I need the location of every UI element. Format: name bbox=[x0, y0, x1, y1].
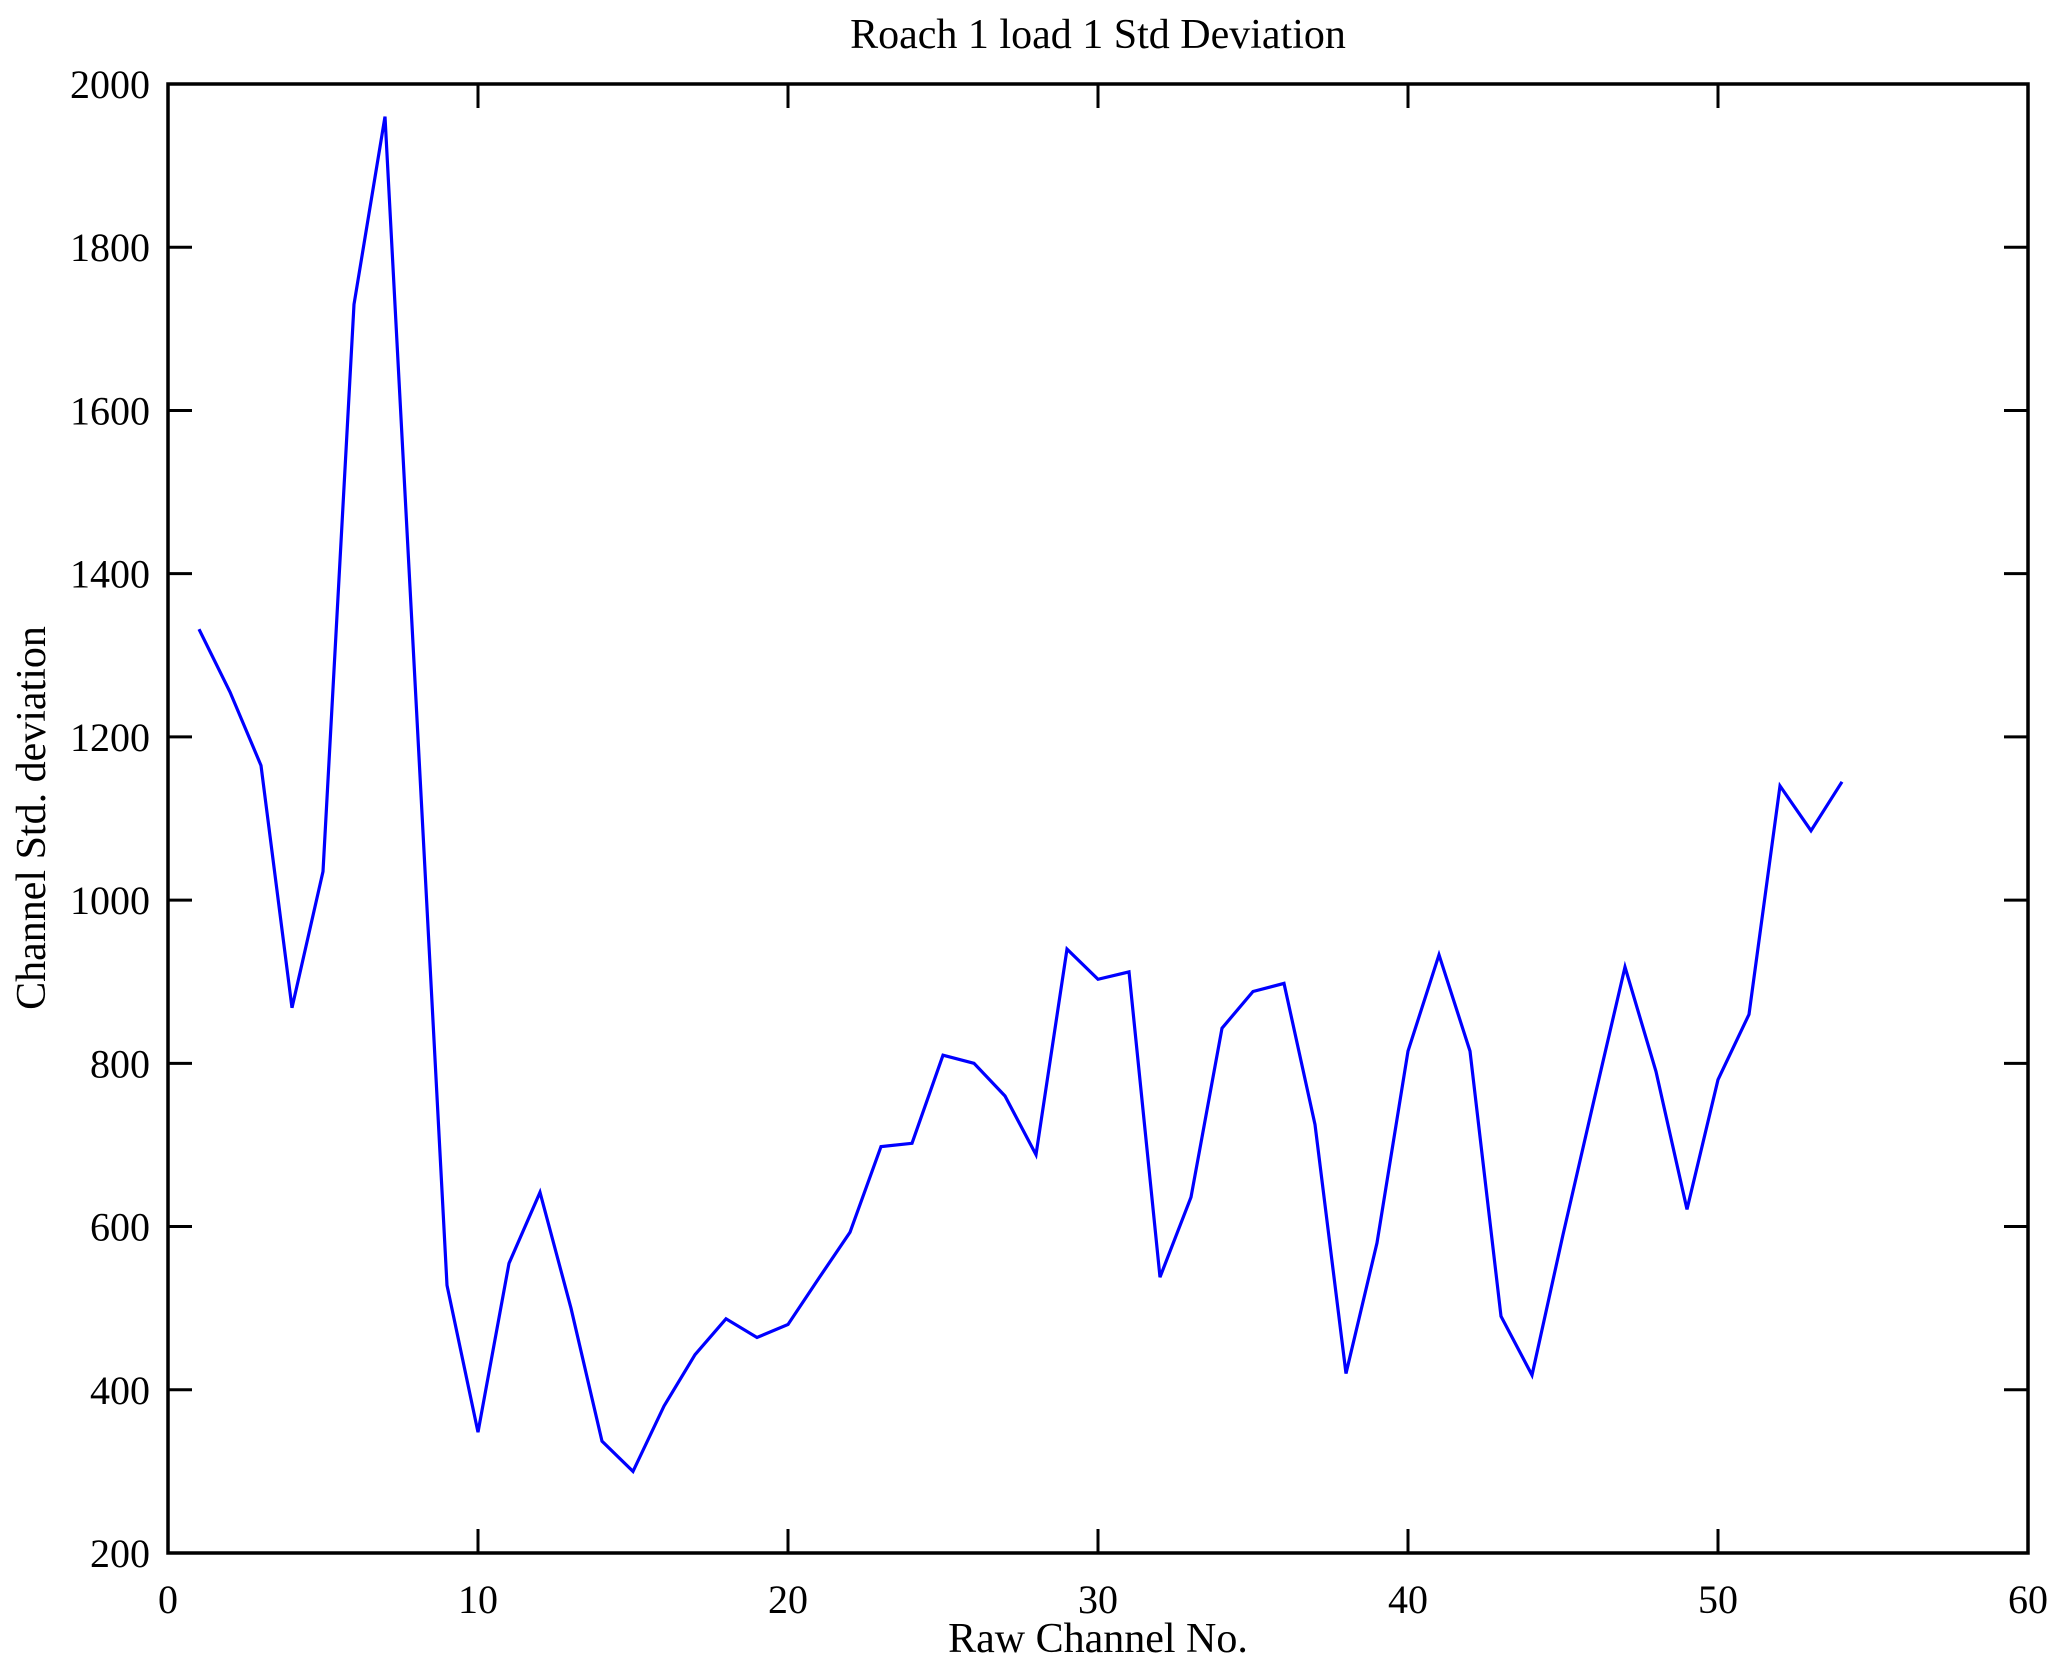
y-tick-label: 1400 bbox=[70, 552, 150, 597]
y-tick-label: 1600 bbox=[70, 388, 150, 433]
y-axis-label: Channel Std. deviation bbox=[9, 626, 55, 1010]
y-tick-label: 1000 bbox=[70, 878, 150, 923]
x-tick-label: 30 bbox=[1078, 1577, 1118, 1622]
y-tick-label: 1200 bbox=[70, 715, 150, 760]
axes-frame bbox=[166, 82, 2030, 1555]
x-tick-label: 50 bbox=[1698, 1577, 1738, 1622]
x-tick-label: 10 bbox=[458, 1577, 498, 1622]
ticks-layer: 0 10 20 30 40 50 60 200 400 600 800 1000 1200 1400 160… bbox=[70, 62, 2048, 1622]
y-tick-label: 400 bbox=[90, 1368, 150, 1413]
y-tick-label: 800 bbox=[90, 1041, 150, 1086]
x-tick-label: 20 bbox=[768, 1577, 808, 1622]
x-axis-label: Raw Channel No. bbox=[948, 1616, 1248, 1662]
x-tick-label: 0 bbox=[158, 1577, 178, 1622]
chart-title: Roach 1 load 1 Std Deviation bbox=[850, 12, 1346, 58]
plot-area bbox=[168, 84, 2028, 1553]
y-tick-label: 200 bbox=[90, 1531, 150, 1576]
x-tick-label: 40 bbox=[1388, 1577, 1428, 1622]
data-line-series bbox=[197, 116, 1844, 1475]
y-tick-label: 1800 bbox=[70, 225, 150, 270]
y-tick-label: 600 bbox=[90, 1205, 150, 1250]
series-layer bbox=[197, 116, 1844, 1475]
y-tick-label: 2000 bbox=[70, 62, 150, 107]
x-tick-label: 60 bbox=[2008, 1577, 2048, 1622]
